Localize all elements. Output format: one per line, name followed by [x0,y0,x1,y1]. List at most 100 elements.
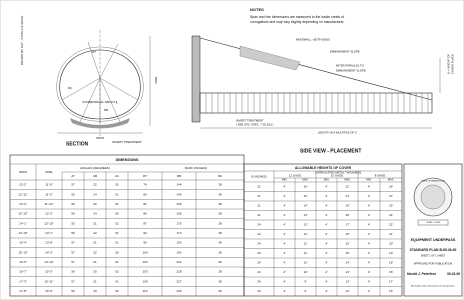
table-cell: 16'-6" [45,289,53,293]
table-cell: 57 [71,241,75,245]
table-cell: 28 [218,289,222,293]
table-cell: 56 [71,231,75,235]
table-cell: 51 [115,202,119,206]
table-cell: 15' [346,242,350,246]
table-title: ALLOWABLE HEIGHTS OF COVER [295,166,352,170]
table-cell: 28 [218,270,222,274]
min-header: MIN. [282,178,288,182]
table-cell: 4' [368,194,371,198]
table-cell: 4' [283,194,286,198]
table-cell: 22' [346,185,350,189]
table-cell: 12'-11" [18,192,27,196]
table-cell: 57 [71,260,75,264]
table-cell: 4' [368,289,371,293]
side-view-label: H = HEIGHT OF [447,54,451,75]
max-header: MAX. [388,178,395,182]
radius-lines [61,41,139,124]
table-cell: 28 [218,212,222,216]
table-cell: 15'-4" [19,241,27,245]
table-cell: 14' [346,261,350,265]
gage-header: 12 GAGE [289,174,301,178]
pipe-arch-outline [59,49,141,120]
side-view-label: LENGTH IN A MULTIPLE OF 2' [318,131,357,135]
table-cell: 192 [176,250,181,254]
table-subtitle: CORRUGATED METAL THICKNESS [315,171,361,175]
side-view-label: INVERT TREATMENT [236,119,264,123]
min-header: MIN. [366,178,372,182]
table-cell: 16' [346,232,350,236]
table-cell: 24 [257,242,261,246]
table-cell: 227 [176,279,181,283]
table-cell: 22 [93,202,97,206]
table-cell: 21 [257,204,261,208]
table-cell: 4' [325,194,328,198]
section-label: RB [104,108,108,112]
column-header: SPAN [19,170,27,174]
table-cell: 4' [283,242,286,246]
table-cell: 13' [346,270,350,274]
table-cell: 19' [346,204,350,208]
table-cell: 21 [257,194,261,198]
table-cell: 10' [304,261,308,265]
table-cell: 28 [218,221,222,225]
seal-date-box [417,219,449,226]
table-cell: 55 [71,192,75,196]
table-cell: 11'-10" [44,202,53,206]
table-cell: 27' [389,194,393,198]
table-cell: 4' [325,280,328,284]
table-cell: 109 [142,279,147,283]
group-header: ANGLES (DEGREES) [80,166,110,170]
notes-text: corrugations and may vary slightly depen… [250,20,345,24]
table-cell: 14'-1" [19,221,27,225]
section-label: SPAN [96,136,104,140]
table-cell: 4' [283,204,286,208]
pipe [199,92,433,114]
table-cell: 28 [218,202,222,206]
section-title: SECTION [66,141,89,147]
table-cell: 4' [325,261,328,265]
table-cell: 145 [176,192,181,196]
table-cell: 4' [325,270,328,274]
column-header: AC [115,174,120,178]
seal-portrait [420,184,446,210]
table-cell: 86 [143,212,147,216]
table-cell: 24' [389,213,393,217]
table-cell: 12' [304,232,308,236]
table-cell: 4' [283,261,286,265]
table-cell: 4' [325,223,328,227]
min-header: MIN. [324,178,330,182]
table-cell: 15'-5" [45,270,53,274]
table-cell: 28 [218,279,222,283]
table-cell: 51 [115,231,119,235]
table-cell: 24 [257,232,261,236]
table-cell: 11' [304,242,308,246]
table-cell: 245 [176,289,181,293]
table-cell: 4' [368,213,371,217]
table-cell: 228 [176,270,181,274]
max-header: MAX. [344,178,351,182]
table-cell: 15'-10" [18,250,27,254]
table-cell: 18' [389,261,393,265]
table-cell: 4' [283,232,286,236]
table-cell: 56 [71,270,75,274]
table-cell: 13'-8" [45,241,53,245]
table-cell: 15' [304,194,308,198]
table-cell: 11' [304,251,308,255]
table-cell: 13' [346,280,350,284]
plan-title: EQUIPMENT UNDERPASS [411,238,456,242]
side-view-title: SIDE VIEW - PLACEMENT [300,148,361,154]
section-label: RC [68,86,73,90]
table-cell: 4' [283,213,286,217]
table-cell: 4' [283,223,286,227]
sheet-number: SHEET 1 OF 1 SHEET [421,255,446,258]
table-cell: 4' [283,280,286,284]
table-cell: 144 [176,183,181,187]
side-view-label: EMBANKMENT SLOPE [330,50,360,54]
corrugations [205,93,429,113]
table-cell: 10' [304,270,308,274]
table-cell: 4' [325,251,328,255]
seal-text: STATE OF WASHINGTON [421,180,445,183]
headwall [191,35,201,123]
dimensions-table [9,154,245,297]
